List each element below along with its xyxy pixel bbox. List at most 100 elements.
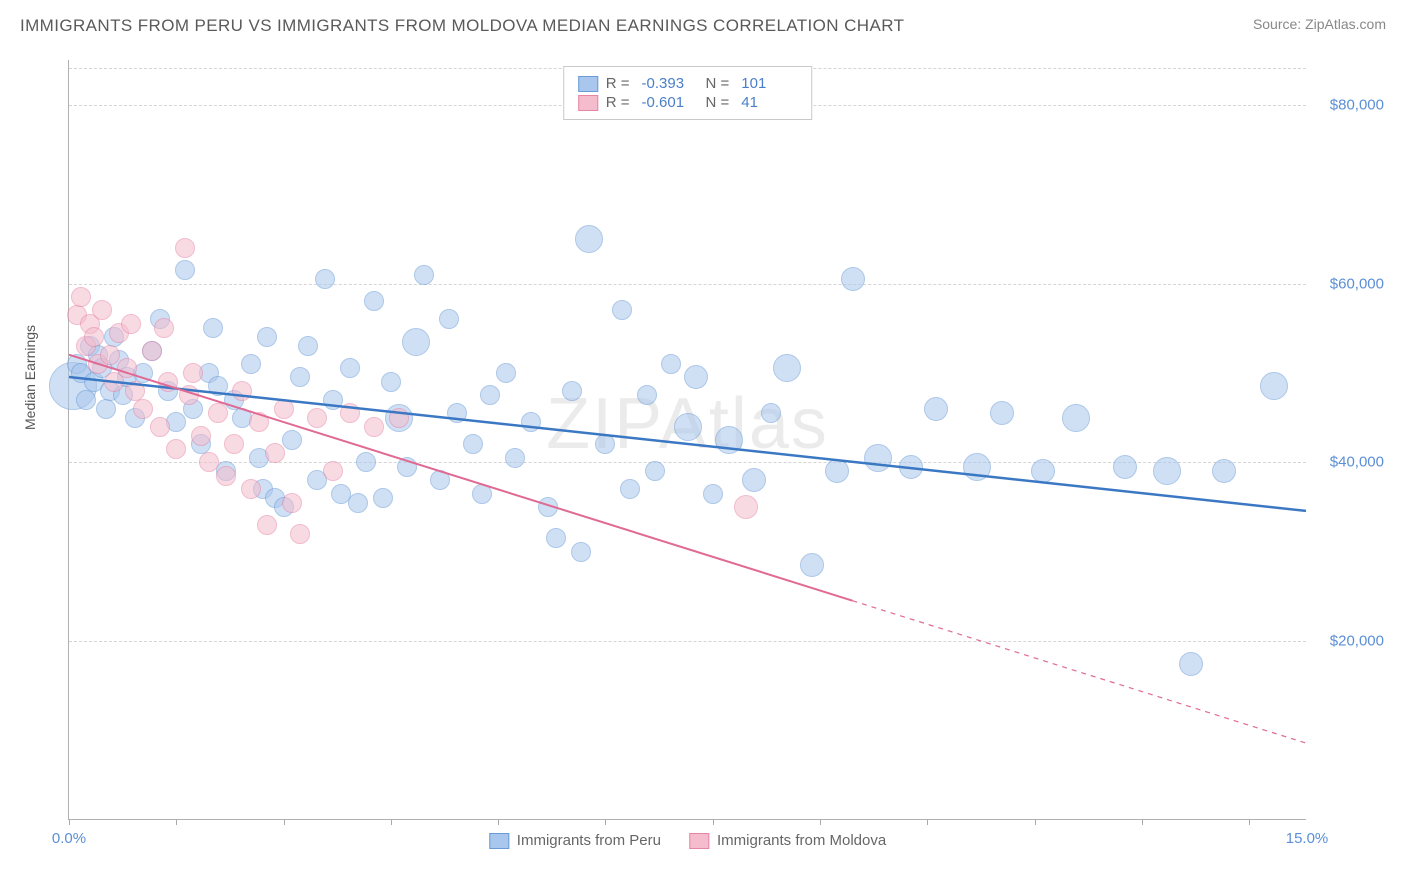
data-point-peru bbox=[1153, 457, 1181, 485]
data-point-peru bbox=[546, 528, 566, 548]
x-tick-label: 15.0% bbox=[1286, 830, 1329, 847]
data-point-peru bbox=[1260, 372, 1288, 400]
x-tick bbox=[391, 819, 392, 825]
data-point-peru bbox=[364, 291, 384, 311]
data-point-peru bbox=[282, 430, 302, 450]
data-point-peru bbox=[684, 365, 708, 389]
data-point-peru bbox=[381, 372, 401, 392]
legend-row-moldova: R =-0.601 N =41 bbox=[578, 94, 798, 111]
y-tick-label: $60,000 bbox=[1330, 275, 1384, 292]
data-point-moldova bbox=[734, 495, 758, 519]
data-point-moldova bbox=[216, 466, 236, 486]
data-point-peru bbox=[963, 453, 991, 481]
data-point-peru bbox=[715, 426, 743, 454]
data-point-moldova bbox=[71, 287, 91, 307]
chart-header: IMMIGRANTS FROM PERU VS IMMIGRANTS FROM … bbox=[0, 0, 1406, 42]
data-point-peru bbox=[800, 553, 824, 577]
data-point-peru bbox=[562, 381, 582, 401]
data-point-peru bbox=[480, 385, 500, 405]
data-point-peru bbox=[402, 328, 430, 356]
legend-item-moldova: Immigrants from Moldova bbox=[689, 832, 886, 849]
data-point-peru bbox=[463, 434, 483, 454]
plot-area: ZIPAtlas R =-0.393 N =101 R =-0.601 N =4… bbox=[68, 60, 1306, 820]
data-point-moldova bbox=[340, 403, 360, 423]
data-point-peru bbox=[472, 484, 492, 504]
data-point-moldova bbox=[117, 358, 137, 378]
data-point-peru bbox=[447, 403, 467, 423]
data-point-peru bbox=[645, 461, 665, 481]
data-point-moldova bbox=[183, 363, 203, 383]
data-point-peru bbox=[864, 444, 892, 472]
data-point-moldova bbox=[389, 408, 409, 428]
data-point-moldova bbox=[158, 372, 178, 392]
data-point-peru bbox=[203, 318, 223, 338]
data-point-peru bbox=[595, 434, 615, 454]
gridline bbox=[69, 641, 1306, 642]
data-point-moldova bbox=[241, 479, 261, 499]
data-point-moldova bbox=[154, 318, 174, 338]
x-tick-label: 0.0% bbox=[52, 830, 86, 847]
data-point-peru bbox=[208, 376, 228, 396]
data-point-peru bbox=[825, 459, 849, 483]
data-point-peru bbox=[505, 448, 525, 468]
data-point-moldova bbox=[92, 300, 112, 320]
data-point-peru bbox=[1031, 459, 1055, 483]
data-point-peru bbox=[439, 309, 459, 329]
data-point-peru bbox=[924, 397, 948, 421]
x-tick bbox=[605, 819, 606, 825]
data-point-peru bbox=[674, 413, 702, 441]
data-point-moldova bbox=[175, 238, 195, 258]
data-point-peru bbox=[841, 267, 865, 291]
data-point-moldova bbox=[265, 443, 285, 463]
data-point-moldova bbox=[133, 399, 153, 419]
legend-item-peru: Immigrants from Peru bbox=[489, 832, 661, 849]
data-point-moldova bbox=[274, 399, 294, 419]
data-point-moldova bbox=[84, 327, 104, 347]
data-point-peru bbox=[257, 327, 277, 347]
data-point-moldova bbox=[142, 341, 162, 361]
x-tick bbox=[498, 819, 499, 825]
gridline bbox=[69, 284, 1306, 285]
data-point-moldova bbox=[208, 403, 228, 423]
x-tick bbox=[176, 819, 177, 825]
data-point-moldova bbox=[232, 381, 252, 401]
data-point-moldova bbox=[166, 439, 186, 459]
data-point-peru bbox=[348, 493, 368, 513]
data-point-peru bbox=[761, 403, 781, 423]
data-point-peru bbox=[575, 225, 603, 253]
data-point-peru bbox=[1179, 652, 1203, 676]
x-tick bbox=[713, 819, 714, 825]
x-tick bbox=[1249, 819, 1250, 825]
data-point-peru bbox=[414, 265, 434, 285]
data-point-moldova bbox=[224, 434, 244, 454]
data-point-peru bbox=[397, 457, 417, 477]
data-point-moldova bbox=[199, 452, 219, 472]
data-point-peru bbox=[1062, 404, 1090, 432]
data-point-peru bbox=[496, 363, 516, 383]
data-point-peru bbox=[742, 468, 766, 492]
data-point-peru bbox=[620, 479, 640, 499]
data-point-peru bbox=[76, 390, 96, 410]
correlation-legend: R =-0.393 N =101 R =-0.601 N =41 bbox=[563, 66, 813, 120]
data-point-moldova bbox=[249, 412, 269, 432]
x-tick bbox=[820, 819, 821, 825]
data-point-peru bbox=[315, 269, 335, 289]
data-point-moldova bbox=[257, 515, 277, 535]
x-tick bbox=[1142, 819, 1143, 825]
legend-row-peru: R =-0.393 N =101 bbox=[578, 75, 798, 92]
data-point-peru bbox=[571, 542, 591, 562]
data-point-peru bbox=[521, 412, 541, 432]
data-point-peru bbox=[661, 354, 681, 374]
data-point-peru bbox=[430, 470, 450, 490]
data-point-peru bbox=[340, 358, 360, 378]
swatch-moldova bbox=[689, 833, 709, 849]
x-tick bbox=[284, 819, 285, 825]
data-point-moldova bbox=[323, 461, 343, 481]
series-legend: Immigrants from Peru Immigrants from Mol… bbox=[489, 832, 886, 849]
data-point-peru bbox=[175, 260, 195, 280]
data-point-peru bbox=[1113, 455, 1137, 479]
data-point-peru bbox=[990, 401, 1014, 425]
chart-container: Median Earnings ZIPAtlas R =-0.393 N =10… bbox=[20, 50, 1386, 870]
data-point-peru bbox=[290, 367, 310, 387]
data-point-peru bbox=[298, 336, 318, 356]
